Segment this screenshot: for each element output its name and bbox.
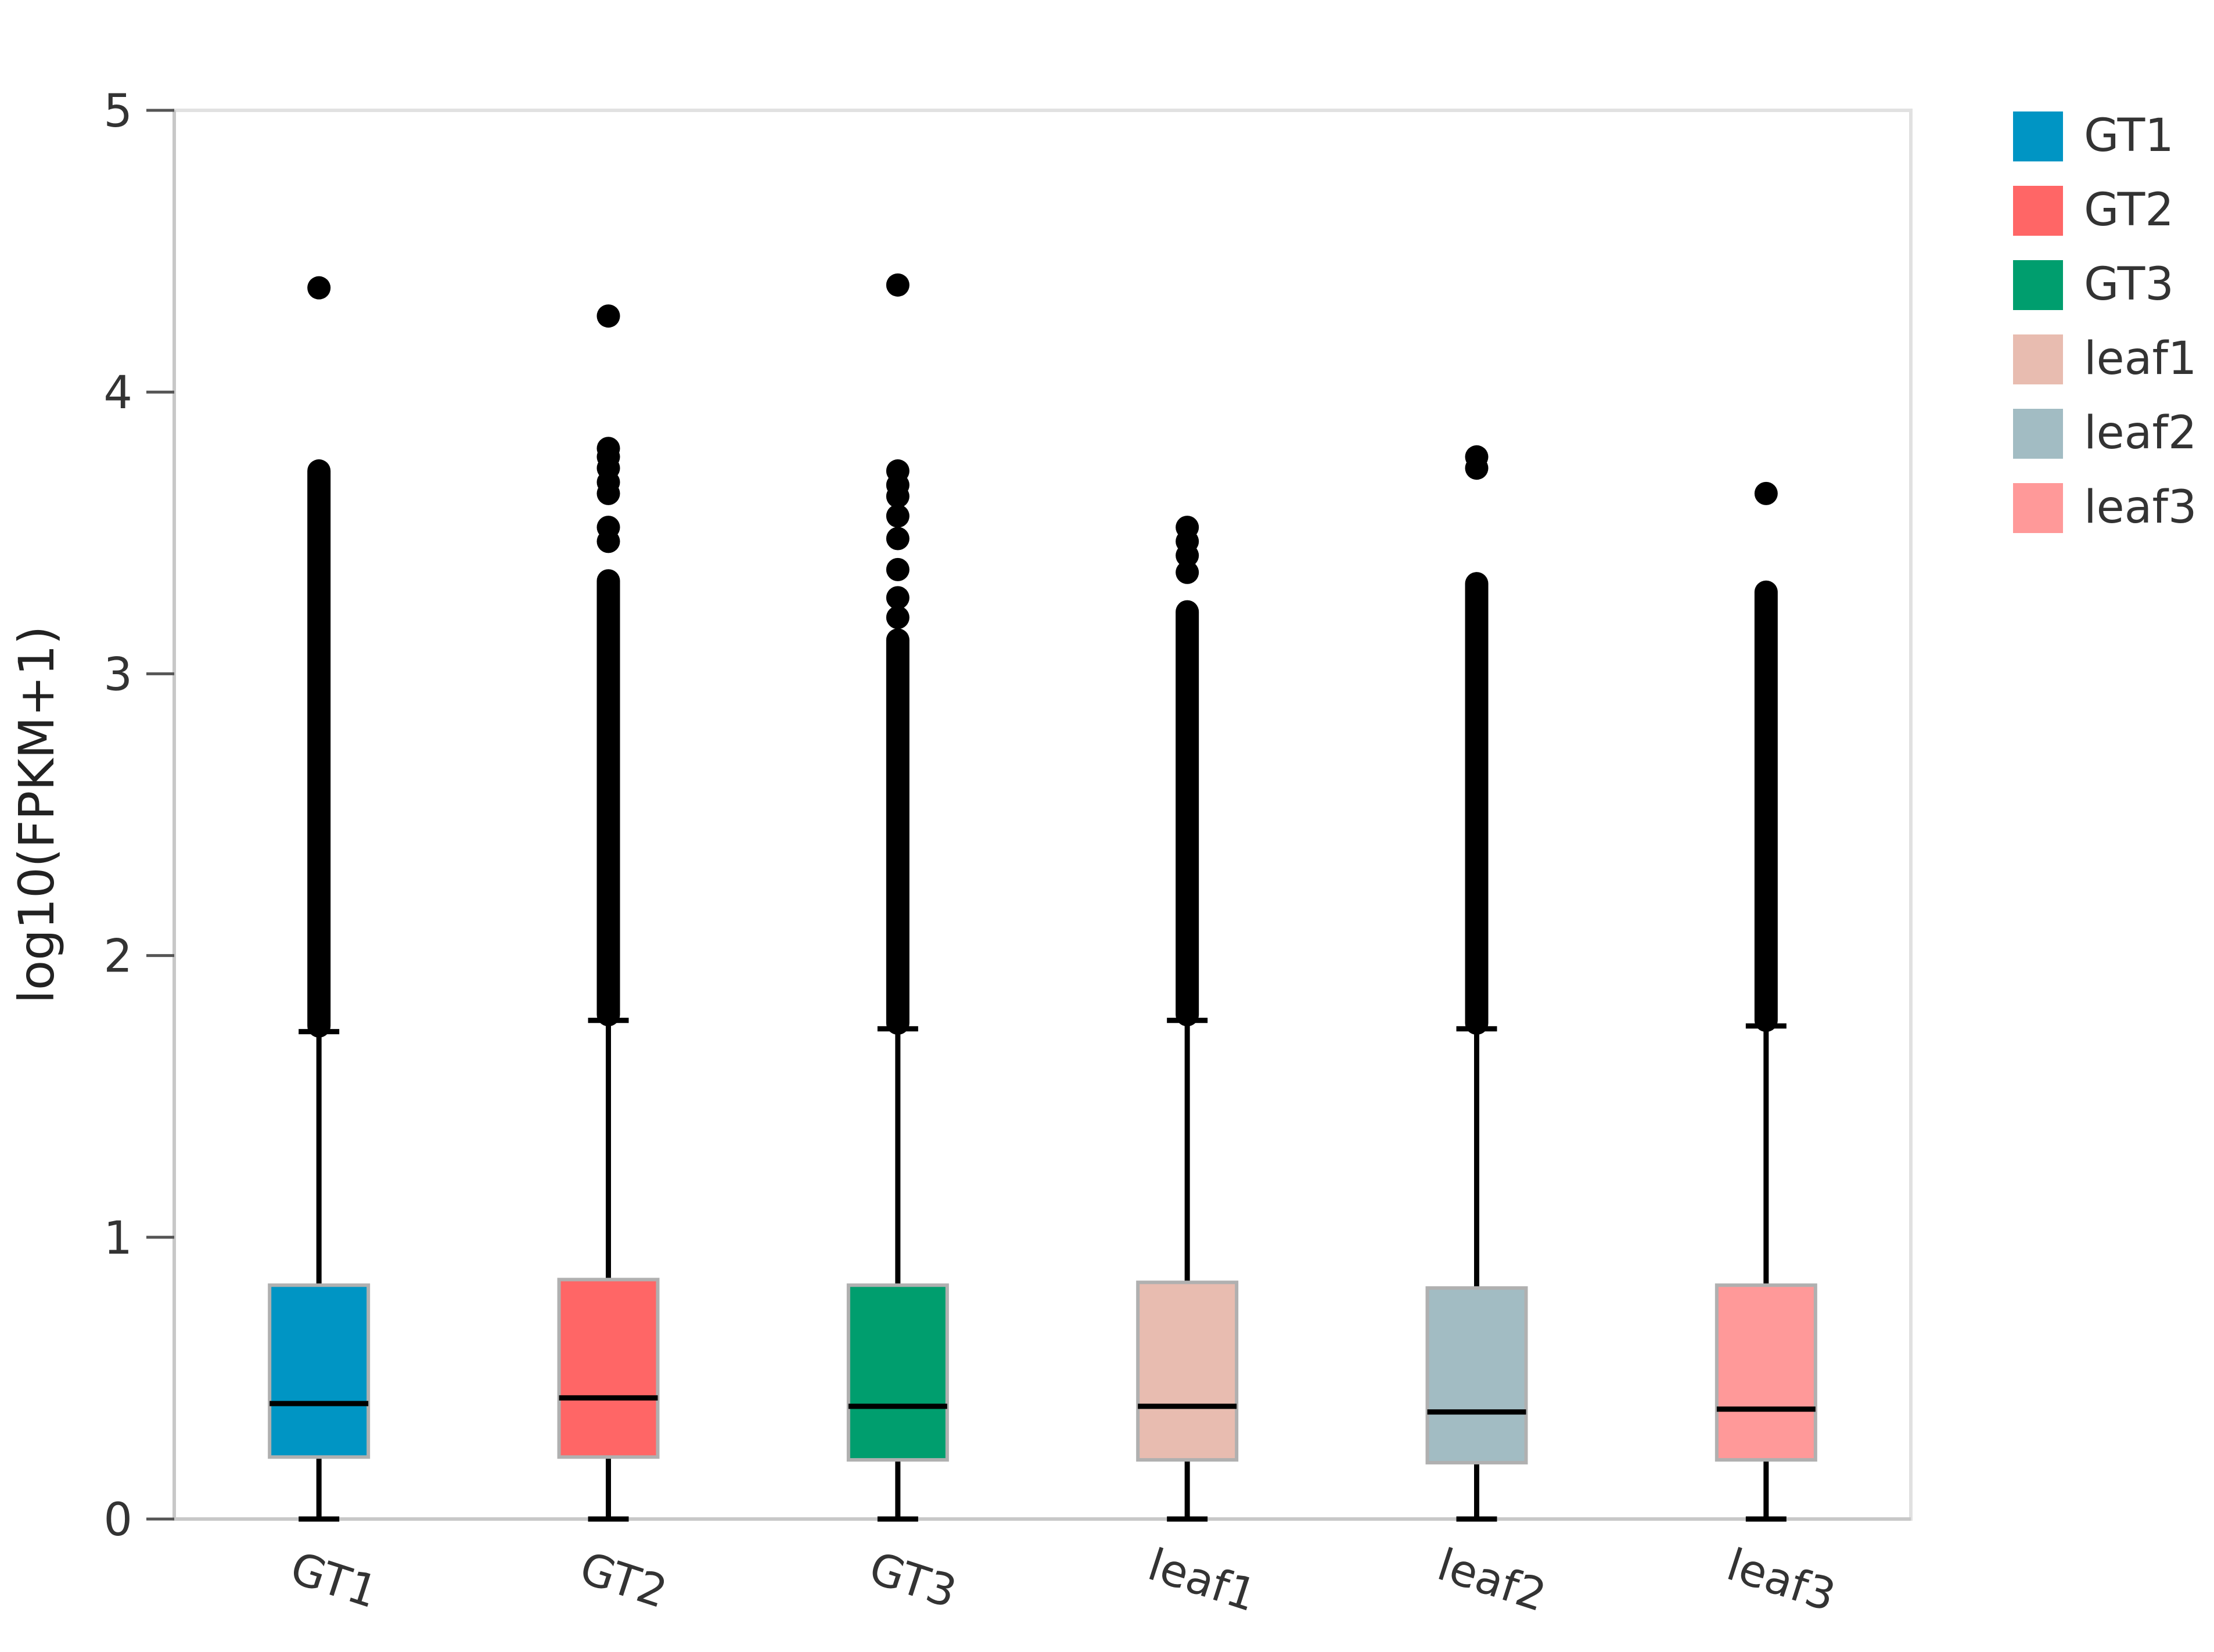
outlier-point bbox=[886, 586, 910, 610]
box-group-GT1 bbox=[268, 276, 371, 1522]
outlier-band bbox=[886, 628, 910, 1035]
box-group-leaf2 bbox=[1425, 445, 1528, 1522]
box-leaf2 bbox=[1425, 1286, 1528, 1464]
legend-item: leaf3 bbox=[2013, 481, 2197, 534]
legend-item: GT1 bbox=[2013, 110, 2174, 162]
legend-swatch bbox=[2013, 334, 2063, 384]
x-tick-label: leaf2 bbox=[1432, 1538, 1552, 1621]
outlier-band bbox=[307, 459, 331, 1038]
outlier-point bbox=[886, 273, 910, 297]
outlier-point bbox=[1754, 481, 1778, 505]
legend: GT1 GT2 GT3 leaf1 leaf2 leaf3 bbox=[2013, 110, 2197, 534]
outlier-point bbox=[596, 304, 620, 328]
y-tick-label: 4 bbox=[103, 367, 132, 419]
legend-label: GT3 bbox=[2084, 258, 2174, 311]
outlier-point bbox=[886, 459, 910, 483]
outlier-point bbox=[1465, 445, 1489, 469]
x-tick-label: leaf3 bbox=[1721, 1538, 1842, 1621]
y-tick-label: 2 bbox=[103, 931, 132, 983]
y-axis-label: log10(FPKM+1) bbox=[8, 626, 65, 1004]
legend-label: GT2 bbox=[2084, 184, 2174, 236]
legend-swatch bbox=[2013, 111, 2063, 161]
legend-swatch bbox=[2013, 186, 2063, 236]
box-series bbox=[268, 273, 1817, 1522]
legend-item: GT3 bbox=[2013, 258, 2174, 311]
plot-area-frame bbox=[172, 109, 1913, 1521]
x-tick-label: GT2 bbox=[574, 1542, 673, 1618]
y-tick-label: 1 bbox=[103, 1212, 132, 1265]
box-group-leaf3 bbox=[1715, 481, 1817, 1522]
outlier-band bbox=[596, 569, 620, 1027]
outlier-point bbox=[596, 437, 620, 460]
legend-label: leaf1 bbox=[2084, 333, 2197, 385]
outlier-point bbox=[886, 504, 910, 528]
box-group-leaf1 bbox=[1136, 516, 1239, 1522]
legend-item: GT2 bbox=[2013, 184, 2174, 236]
legend-item: leaf1 bbox=[2013, 333, 2197, 385]
x-tick-label: GT1 bbox=[285, 1542, 384, 1618]
box-group-GT2 bbox=[557, 304, 660, 1522]
box-GT2 bbox=[557, 1277, 660, 1459]
outlier-point bbox=[1176, 516, 1199, 539]
y-axis-ticks: 0 1 2 3 4 5 bbox=[103, 85, 174, 1546]
legend-swatch bbox=[2013, 483, 2063, 533]
box-GT3 bbox=[846, 1283, 949, 1462]
outlier-point bbox=[596, 516, 620, 539]
outlier-point bbox=[886, 557, 910, 581]
legend-swatch bbox=[2013, 409, 2063, 459]
outlier-point bbox=[1176, 560, 1199, 584]
box-group-GT3 bbox=[846, 273, 949, 1522]
outlier-band bbox=[1754, 580, 1778, 1032]
box-leaf1 bbox=[1136, 1280, 1239, 1462]
legend-label: GT1 bbox=[2084, 110, 2174, 162]
outlier-point bbox=[886, 527, 910, 550]
outlier-point bbox=[886, 606, 910, 629]
legend-item: leaf2 bbox=[2013, 407, 2197, 459]
y-tick-label: 3 bbox=[103, 649, 132, 701]
y-tick-label: 5 bbox=[103, 85, 132, 138]
x-axis-tick-labels: GT1 GT2 GT3 leaf1 leaf2 leaf3 bbox=[285, 1538, 1842, 1621]
y-tick-label: 0 bbox=[103, 1494, 132, 1546]
x-tick-label: leaf1 bbox=[1142, 1538, 1263, 1621]
box-leaf3 bbox=[1715, 1283, 1817, 1462]
outlier-band bbox=[1176, 600, 1199, 1027]
x-tick-label: GT3 bbox=[863, 1542, 962, 1618]
outlier-band bbox=[1465, 572, 1489, 1035]
box-GT1 bbox=[268, 1283, 371, 1459]
legend-label: leaf3 bbox=[2084, 481, 2197, 534]
legend-label: leaf2 bbox=[2084, 407, 2197, 459]
outlier-point bbox=[307, 276, 331, 300]
legend-swatch bbox=[2013, 260, 2063, 310]
